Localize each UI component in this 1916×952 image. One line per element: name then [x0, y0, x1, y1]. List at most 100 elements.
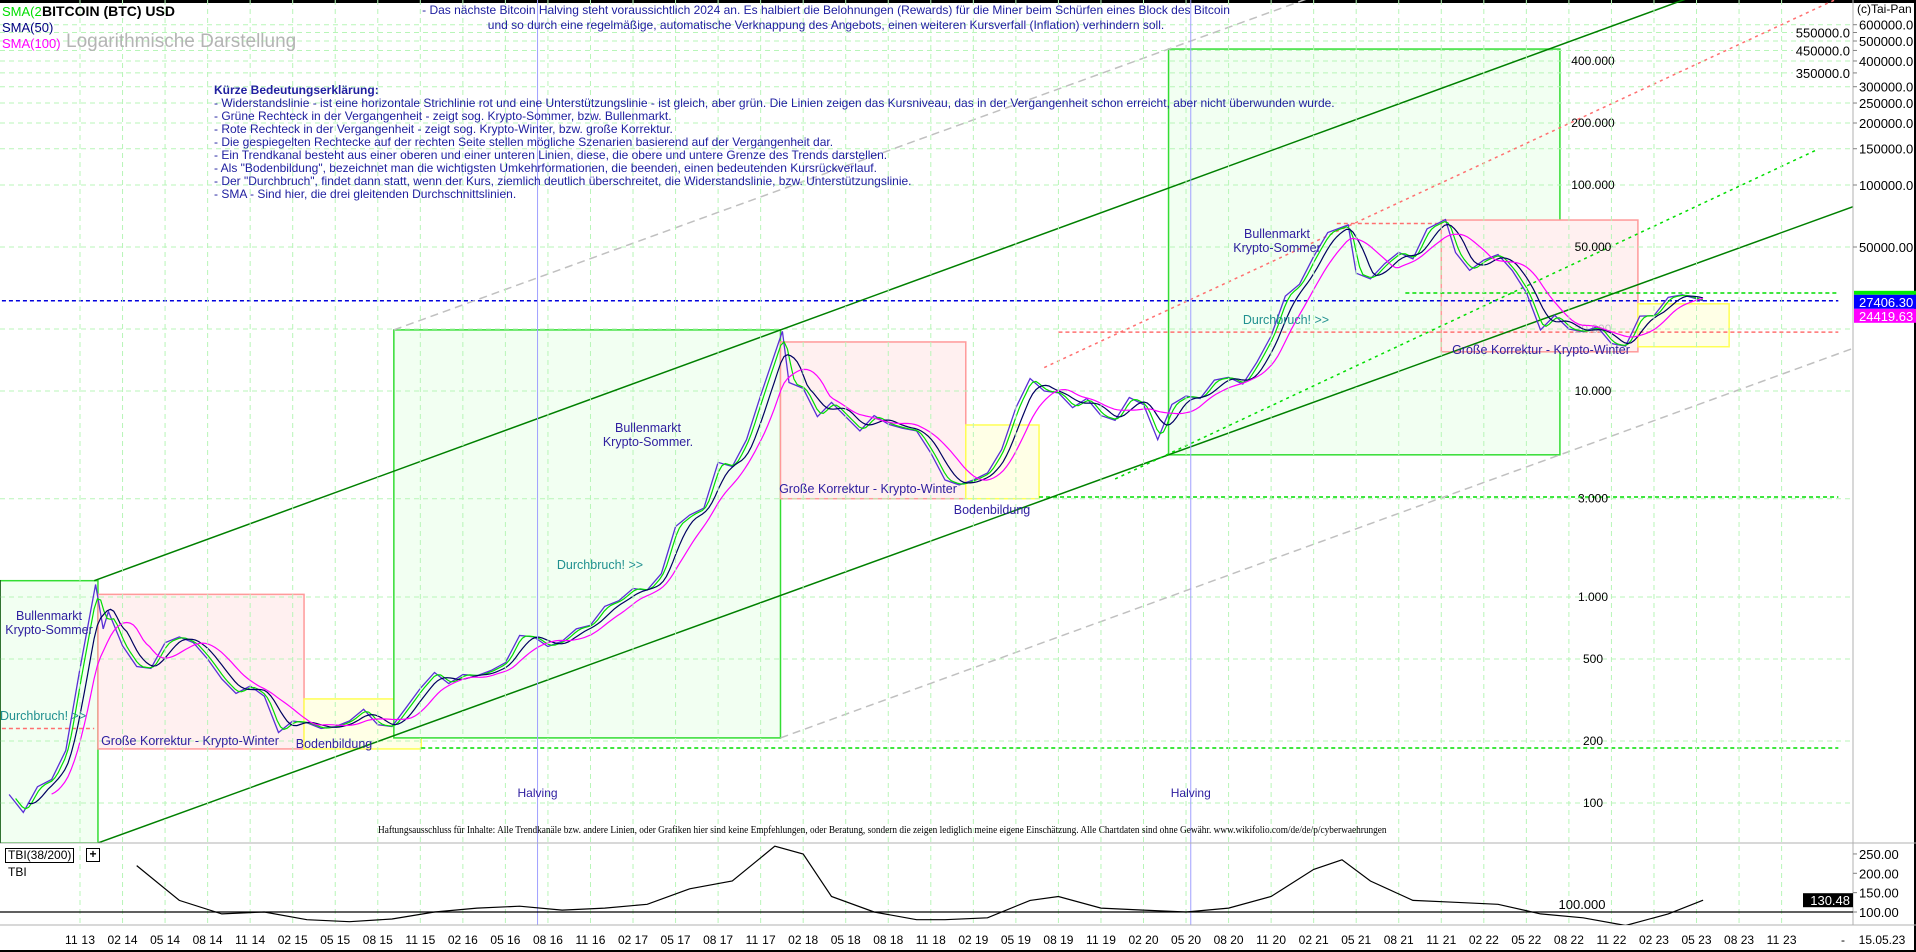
- sma-value-label: 24419.63: [1859, 309, 1913, 324]
- x-tick-label: 02 19: [958, 933, 988, 947]
- x-tick-label: 11 21: [1426, 933, 1456, 947]
- y-tick-label: 200000.0: [1859, 116, 1913, 131]
- indicator-last-label: 130.48: [1810, 893, 1850, 908]
- indicator-y-tick-label: 250.00: [1859, 847, 1899, 862]
- sma-50-line: [28, 223, 1704, 805]
- annotation-label: Bullenmarkt: [615, 421, 682, 435]
- x-tick-label: 05 18: [831, 933, 861, 947]
- annotation-label: Krypto-Sommer: [5, 623, 93, 637]
- x-tick-label: 08 23: [1724, 933, 1754, 947]
- x-tick-label: 02 23: [1639, 933, 1669, 947]
- x-tick-label: 05 21: [1341, 933, 1371, 947]
- current-date-label: 15.05.23: [1859, 933, 1906, 947]
- indicator-name-button[interactable]: TBI(38/200): [5, 848, 75, 863]
- disclaimer: Haftungsausschluss für Inhalte: Alle Tre…: [378, 825, 1387, 836]
- x-tick-label: 08 18: [873, 933, 903, 947]
- y-tick-label: 100000.0: [1859, 178, 1913, 193]
- x-tick-label: 11 20: [1256, 933, 1286, 947]
- support-tag: [1854, 290, 1916, 295]
- x-tick-label: 02 21: [1299, 933, 1329, 947]
- annotation-label: Große Korrektur - Krypto-Winter: [779, 482, 957, 496]
- price-level-label: 50.000: [1575, 240, 1612, 254]
- channel-upper-trendline: [93, 0, 1686, 582]
- x-tick-label: 11 22: [1596, 933, 1626, 947]
- last-price-tag: [1854, 294, 1916, 309]
- legend-item: - Widerstandslinie - ist eine horizontal…: [214, 96, 1335, 110]
- price-level-label: 200.000: [1571, 116, 1615, 130]
- legend-item: - Rote Rechteck in der Vergangenheit - z…: [214, 122, 673, 136]
- y-tick-label-bg: [1793, 43, 1851, 58]
- annotation-label: Große Korrektur - Krypto-Winter: [101, 734, 279, 748]
- sma-short-line: [15, 220, 1704, 810]
- legend-item: - Grüne Rechteck in der Vergangenheit - …: [214, 109, 672, 123]
- x-tick-label: 02 15: [278, 933, 308, 947]
- y-tick-label: 550000.0: [1796, 25, 1850, 40]
- zone-bull-rect: [393, 329, 782, 739]
- annotation-label: Bullenmarkt: [16, 609, 83, 623]
- y-tick-label: 400000.0: [1859, 54, 1913, 69]
- halving-label: Halving: [1171, 786, 1211, 800]
- x-tick-label: 11 14: [235, 933, 265, 947]
- y-tick-label: 300000.0: [1859, 80, 1913, 95]
- x-tick-label: 11 18: [916, 933, 946, 947]
- y-tick-label: 500000.0: [1859, 34, 1913, 49]
- x-tick-label: 05 14: [150, 933, 180, 947]
- price-level-label: 10.000: [1575, 384, 1612, 398]
- y-tick-label: 50000.00: [1859, 240, 1913, 255]
- sma-short-label: SMA(2: [2, 4, 42, 19]
- legend-item: - Ein Trendkanal besteht aus einer obere…: [214, 148, 888, 162]
- chart-title: BITCOIN (BTC) USD: [42, 3, 175, 19]
- notice-line: und so durch eine regelmäßige, automatis…: [487, 18, 1165, 32]
- y-tick-label: 250000.0: [1859, 96, 1913, 111]
- y-tick-label: 150000.0: [1859, 142, 1913, 157]
- annotation-label: Bullenmarkt: [1244, 227, 1311, 241]
- price-level-label: 100: [1583, 796, 1603, 810]
- x-tick-label: 08 16: [533, 933, 563, 947]
- legend-title: Kürze Bedeutungserklärung:: [214, 83, 379, 97]
- y-tick-label-bg: [1793, 25, 1851, 40]
- copyright: (c)Tai-Pan: [1857, 2, 1912, 16]
- x-tick-label: 11 15: [405, 933, 435, 947]
- channel-lower-trendline: [97, 205, 1853, 843]
- legend-item: - Die gespiegelten Rechtecke auf der rec…: [214, 135, 834, 149]
- x-tick-label: 08 20: [1214, 933, 1244, 947]
- sma-value-tag: [1854, 308, 1916, 323]
- price-level-label: 100.000: [1571, 178, 1615, 192]
- x-tick-label: 05 20: [1171, 933, 1201, 947]
- y-tick-label: 450000.0: [1796, 43, 1850, 58]
- x-tick-label: 11 17: [746, 933, 776, 947]
- annotation-label: Bodenbildung: [296, 737, 373, 751]
- annotation-label: Durchbruch! >>: [557, 558, 643, 572]
- indicator-y-tick-label: 200.00: [1859, 866, 1899, 881]
- price-level-label: 3.000: [1578, 492, 1608, 506]
- x-tick-label: 02 22: [1469, 933, 1499, 947]
- x-tick-label: 08 14: [193, 933, 223, 947]
- indicator-plot: 100.000: [0, 845, 1853, 925]
- x-axis-separator: -: [1841, 933, 1845, 947]
- indicator-y-tick-label: 100.00: [1859, 905, 1899, 920]
- notice-line: - Das nächste Bitcoin Halving steht vora…: [422, 3, 1230, 17]
- x-tick-label: 05 22: [1511, 933, 1541, 947]
- x-tick-label: 02 20: [1129, 933, 1159, 947]
- indicator-reference-label: 100.000: [1559, 897, 1606, 912]
- x-tick-label: 11 19: [1086, 933, 1116, 947]
- x-tick-label: 08 22: [1554, 933, 1584, 947]
- price-level-label: 200: [1583, 734, 1603, 748]
- halving-notice: - Das nächste Bitcoin Halving steht vora…: [410, 3, 1242, 33]
- price-level-label: 1.000: [1578, 590, 1608, 604]
- x-tick-label: 02 18: [788, 933, 818, 947]
- price-level-label: 500: [1583, 652, 1603, 666]
- sma-100-label: SMA(100): [2, 36, 61, 51]
- x-tick-label: 02 14: [108, 933, 138, 947]
- indicator-y-tick-label: 150.00: [1859, 886, 1899, 901]
- add-indicator-button[interactable]: +: [86, 848, 100, 862]
- support-diagonal-trendline: [1114, 149, 1817, 480]
- x-tick-label: 05 23: [1682, 933, 1712, 947]
- resistance-diagonal-trendline: [1043, 0, 1837, 369]
- tbi-line: [136, 845, 1704, 925]
- annotation-label: Bodenbildung: [954, 503, 1031, 517]
- y-tick-label: 600000.0: [1859, 18, 1913, 33]
- x-tick-label: 11 23: [1767, 933, 1797, 947]
- x-tick-label: 08 21: [1384, 933, 1414, 947]
